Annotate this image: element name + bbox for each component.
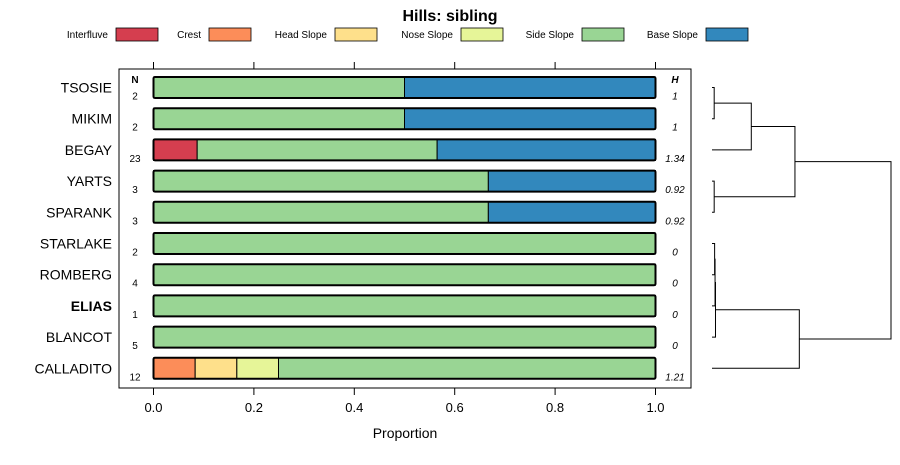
bar-blancot-side-slope xyxy=(153,326,656,349)
h-value-elias: 0 xyxy=(672,310,678,321)
bar-begay-interfluve xyxy=(153,138,198,161)
h-value-blancot: 0 xyxy=(672,341,678,352)
n-value-elias: 1 xyxy=(132,310,138,321)
legend-label-side-slope: Side Slope xyxy=(526,30,575,41)
x-axis-label: Proportion xyxy=(373,425,438,441)
bar-sparank-base-slope xyxy=(487,201,657,224)
row-label-sparank: SPARANK xyxy=(46,204,113,220)
x-axis: 0.0 0.2 0.4 0.6 0.8 1.0 xyxy=(144,388,665,415)
dendrogram-branch-0 xyxy=(712,87,715,120)
bar-mikim-side-slope xyxy=(153,107,405,130)
x-tick-label-1: 0.2 xyxy=(245,400,263,415)
row-label-begay: BEGAY xyxy=(65,142,113,158)
h-value-sparank: 0.92 xyxy=(665,216,685,227)
bar-tsosie-side-slope xyxy=(153,76,405,99)
bar-begay-side-slope xyxy=(196,138,438,161)
n-value-mikim: 2 xyxy=(132,123,138,134)
row-label-calladito: CALLADITO xyxy=(34,360,112,376)
h-value-starlake: 0 xyxy=(672,248,678,259)
legend-swatch-crest xyxy=(208,27,252,42)
chart-title: Hills: sibling xyxy=(402,8,497,25)
legend-swatch-base-slope xyxy=(705,27,749,42)
legend-label-interfluve: Interfluve xyxy=(67,30,109,41)
row-label-tsosie: TSOSIE xyxy=(61,80,112,96)
legend-swatch-nose-slope xyxy=(460,27,504,42)
h-value-tsosie: 1 xyxy=(672,92,678,103)
dendrogram-branch-5 xyxy=(712,258,716,307)
n-value-begay: 23 xyxy=(129,154,141,165)
n-value-tsosie: 2 xyxy=(132,92,138,103)
n-value-yarts: 3 xyxy=(132,185,138,196)
legend-swatch-head-slope xyxy=(334,27,378,42)
x-tick-label-5: 1.0 xyxy=(646,400,664,415)
bar-sparank-side-slope xyxy=(153,201,489,224)
dendrogram-branch-8 xyxy=(794,161,892,340)
h-value-romberg: 0 xyxy=(672,279,678,290)
row-label-starlake: STARLAKE xyxy=(40,236,112,252)
dendrogram xyxy=(712,87,892,369)
n-value-sparank: 3 xyxy=(132,216,138,227)
bar-outline-elias xyxy=(152,294,657,318)
legend-label-nose-slope: Nose Slope xyxy=(401,30,453,41)
bar-starlake-side-slope xyxy=(153,232,656,255)
top-axis-ticks xyxy=(153,62,656,69)
dendrogram-branch-4 xyxy=(712,243,716,276)
h-value-yarts: 0.92 xyxy=(665,185,685,196)
h-column-header: H xyxy=(671,75,679,86)
plot-frame xyxy=(118,68,692,389)
bar-outline-calladito xyxy=(152,356,657,380)
bar-yarts-side-slope xyxy=(153,170,489,193)
x-tick-label-0: 0.0 xyxy=(144,400,162,415)
row-label-yarts: YARTS xyxy=(67,173,112,189)
bar-romberg-side-slope xyxy=(153,263,656,286)
bar-outline-blancot xyxy=(152,325,657,349)
bar-outline-starlake xyxy=(152,232,657,255)
bar-begay-base-slope xyxy=(436,138,656,161)
bar-elias-side-slope xyxy=(153,294,656,317)
legend: Interfluve Crest Head Slope Nose Slope Side … xyxy=(67,27,749,42)
bar-mikim-base-slope xyxy=(404,107,656,130)
bar-yarts-base-slope xyxy=(487,170,657,193)
row-label-elias: ELIAS xyxy=(71,298,112,314)
legend-label-head-slope: Head Slope xyxy=(275,30,328,41)
h-value-calladito: 1.21 xyxy=(665,372,684,383)
legend-label-crest: Crest xyxy=(177,30,201,41)
bar-outline-sparank xyxy=(152,200,657,224)
x-tick-label-3: 0.6 xyxy=(446,400,464,415)
row-label-romberg: ROMBERG xyxy=(40,267,112,283)
bar-calladito-side-slope xyxy=(277,357,656,380)
bar-outline-yarts xyxy=(152,169,657,193)
dendrogram-branch-3 xyxy=(714,126,796,198)
h-value-mikim: 1 xyxy=(672,123,678,134)
bar-outline-romberg xyxy=(152,263,657,287)
x-tick-label-4: 0.8 xyxy=(546,400,564,415)
legend-label-base-slope: Base Slope xyxy=(647,30,699,41)
n-column-header: N xyxy=(131,75,138,86)
bar-calladito-crest xyxy=(153,357,196,380)
n-value-calladito: 12 xyxy=(129,372,141,383)
bar-calladito-head-slope xyxy=(194,357,238,380)
dendrogram-branch-1 xyxy=(712,102,752,151)
h-value-begay: 1.34 xyxy=(665,154,685,165)
bar-outline-tsosie xyxy=(152,76,657,99)
n-value-starlake: 2 xyxy=(132,248,138,259)
dendrogram-branch-7 xyxy=(712,309,800,369)
bar-outline-begay xyxy=(152,138,657,162)
x-tick-label-2: 0.4 xyxy=(345,400,363,415)
legend-swatch-side-slope xyxy=(581,27,625,42)
n-value-romberg: 4 xyxy=(132,279,138,290)
bar-outline-mikim xyxy=(152,107,657,131)
n-value-blancot: 5 xyxy=(132,341,138,352)
bar-tsosie-base-slope xyxy=(404,76,656,99)
dendrogram-branch-2 xyxy=(712,180,715,213)
row-label-blancot: BLANCOT xyxy=(46,329,113,345)
row-label-mikim: MIKIM xyxy=(72,111,112,127)
legend-swatch-interfluve xyxy=(115,27,159,42)
bar-calladito-nose-slope xyxy=(236,357,279,380)
